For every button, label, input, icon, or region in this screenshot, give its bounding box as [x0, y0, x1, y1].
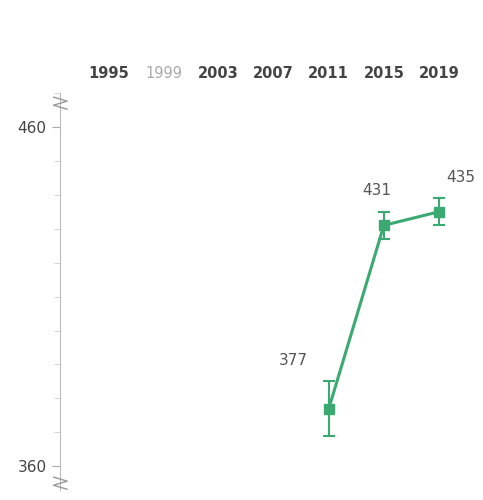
Text: 2015: 2015	[363, 66, 404, 82]
Text: 2007: 2007	[254, 66, 294, 82]
Text: 1999: 1999	[145, 66, 182, 82]
Text: 377: 377	[279, 353, 308, 368]
Text: 1995: 1995	[88, 66, 129, 82]
Text: 435: 435	[446, 170, 475, 184]
Text: 2019: 2019	[419, 66, 459, 82]
Text: Oman: Oman	[110, 14, 193, 42]
Text: 431: 431	[362, 183, 392, 198]
Text: 2011: 2011	[308, 66, 349, 82]
Text: 2003: 2003	[199, 66, 239, 82]
